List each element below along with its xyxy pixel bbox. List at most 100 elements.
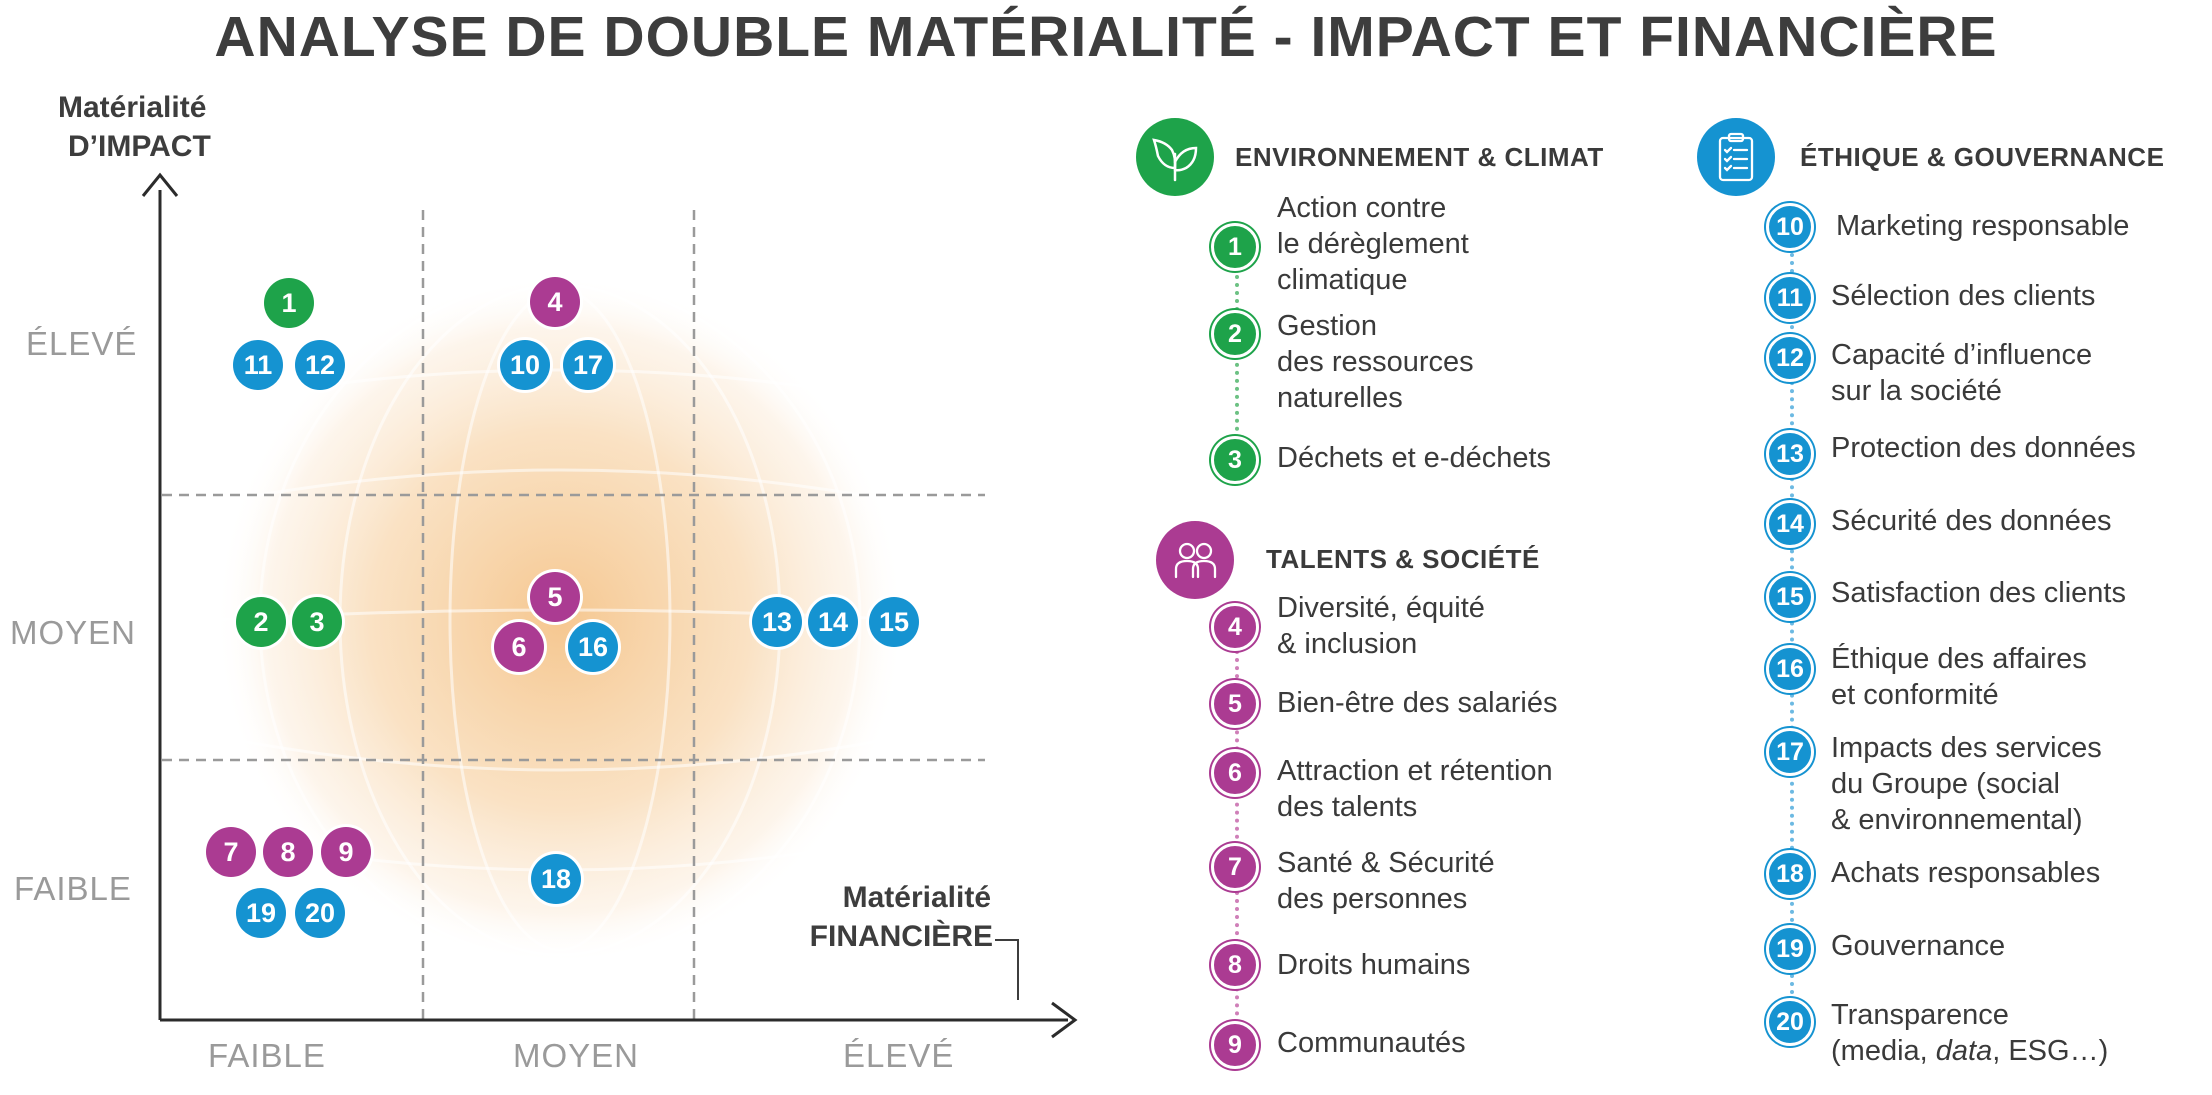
axes [141, 172, 1078, 1039]
legend-num-20-text: 20 [1776, 1008, 1804, 1036]
legend-num-18-text: 18 [1776, 860, 1804, 888]
y-tick-faible: FAIBLE [14, 870, 132, 907]
legend-num-4-text: 4 [1228, 613, 1242, 641]
legend-text-10: Marketing responsable [1836, 210, 2130, 242]
legend-num-2: 2 [1211, 310, 1259, 358]
legend-text-7: Santé & Sécurité des personnes [1277, 847, 1495, 915]
legend-num-14-text: 14 [1776, 510, 1804, 538]
x-tick-eleve: ÉLEVÉ [843, 1037, 955, 1074]
matrix-point-9: 9 [321, 827, 371, 877]
legend-num-8-text: 8 [1228, 951, 1242, 979]
matrix-point-13: 13 [752, 597, 802, 647]
matrix-point-18: 18 [531, 854, 581, 904]
legend-text-3: Déchets et e-déchets [1277, 442, 1552, 474]
legend-num-20: 20 [1766, 998, 1814, 1046]
legend-num-1-text: 1 [1228, 233, 1242, 261]
legend-num-10-text: 10 [1776, 213, 1804, 241]
legend-num-1: 1 [1211, 223, 1259, 271]
legend-num-13: 13 [1766, 430, 1814, 478]
clipboard-checklist-icon [1697, 118, 1775, 196]
legend-num-2-text: 2 [1228, 320, 1242, 348]
matrix-point-2: 2 [236, 597, 286, 647]
legend-text-4: Diversité, équité & inclusion [1277, 592, 1485, 660]
matrix-point-3: 3 [292, 597, 342, 647]
legend-num-12-text: 12 [1776, 344, 1804, 372]
x-axis-title-line2: FINANCIÈRE [809, 920, 993, 953]
legend-num-11: 11 [1766, 274, 1814, 322]
grid-lines [162, 210, 985, 1020]
matrix-point-4: 4 [530, 277, 580, 327]
legend-num-8: 8 [1211, 941, 1259, 989]
category-title-environment: ENVIRONNEMENT & CLIMAT [1235, 142, 1604, 172]
legend-text-6: Attraction et rétention des talents [1277, 755, 1553, 823]
x-axis-title: Matérialité FINANCIÈRE [768, 878, 993, 956]
y-tick-eleve: ÉLEVÉ [26, 325, 138, 362]
legend-text-11: Sélection des clients [1831, 280, 2096, 312]
matrix-point-10: 10 [500, 340, 550, 390]
legend-num-18: 18 [1766, 850, 1814, 898]
legend-text-19: Gouvernance [1831, 930, 2006, 962]
legend-num-3: 3 [1211, 436, 1259, 484]
legend-text-13: Protection des données [1831, 432, 2136, 464]
category-title-talents: TALENTS & SOCIÉTÉ [1266, 544, 1540, 574]
legend-text-12: Capacité d’influence sur la société [1831, 339, 2093, 407]
legend-text-2: Gestion des ressources naturelles [1277, 310, 1474, 414]
matrix-point-19: 19 [236, 888, 286, 938]
legend-num-16: 16 [1766, 645, 1814, 693]
legend-num-5: 5 [1211, 680, 1259, 728]
legend-num-17: 17 [1766, 728, 1814, 776]
leaf-icon [1136, 118, 1214, 196]
legend-num-12: 12 [1766, 334, 1814, 382]
matrix-point-7: 7 [206, 827, 256, 877]
legend-text-5: Bien-être des salariés [1277, 687, 1558, 719]
page-title: ANALYSE DE DOUBLE MATÉRIALITÉ - IMPACT E… [214, 5, 1998, 69]
legend-text-1: Action contre le dérèglement climatique [1277, 192, 1469, 296]
connector-ethics [1790, 245, 1794, 1035]
legend-num-9-text: 9 [1228, 1031, 1242, 1059]
legend-num-10: 10 [1766, 203, 1814, 251]
matrix-point-16: 16 [568, 622, 618, 672]
x-axis-title-line1: Matérialité [842, 881, 991, 914]
legend-num-14: 14 [1766, 500, 1814, 548]
legend-num-4: 4 [1211, 603, 1259, 651]
y-axis-title-line1: Matérialité [58, 91, 207, 124]
legend-num-11-text: 11 [1776, 284, 1804, 312]
legend-text-17: Impacts des services du Groupe (social &… [1831, 732, 2102, 836]
legend-num-5-text: 5 [1228, 690, 1242, 718]
legend-text-14: Sécurité des données [1831, 505, 2112, 537]
matrix-point-17: 17 [563, 340, 613, 390]
matrix-point-6: 6 [494, 622, 544, 672]
legend-num-15: 15 [1766, 573, 1814, 621]
legend-num-6: 6 [1211, 749, 1259, 797]
y-tick-moyen: MOYEN [10, 614, 137, 651]
legend-num-3-text: 3 [1228, 446, 1242, 474]
legend-num-13-text: 13 [1776, 440, 1804, 468]
connector-environment [1235, 267, 1239, 455]
matrix-point-8: 8 [263, 827, 313, 877]
people-icon [1156, 521, 1234, 599]
matrix-point-1: 1 [264, 278, 314, 328]
legend-num-16-text: 16 [1776, 655, 1804, 683]
legend-text-15: Satisfaction des clients [1831, 577, 2126, 609]
legend-num-7: 7 [1211, 843, 1259, 891]
matrix-point-11: 11 [233, 340, 283, 390]
matrix-point-12: 12 [295, 340, 345, 390]
legend-text-16: Éthique des affaires et conformité [1831, 643, 2087, 711]
legend-text-8: Droits humains [1277, 949, 1471, 981]
legend-num-15-text: 15 [1776, 583, 1804, 611]
legend-text-18: Achats responsables [1831, 857, 2101, 889]
matrix-point-14: 14 [808, 597, 858, 647]
legend-num-6-text: 6 [1228, 759, 1242, 787]
legend-num-19: 19 [1766, 925, 1814, 973]
x-tick-moyen: MOYEN [513, 1037, 640, 1074]
legend-num-19-text: 19 [1776, 935, 1804, 963]
category-title-ethics: ÉTHIQUE & GOUVERNANCE [1800, 142, 2165, 172]
x-tick-faible: FAIBLE [208, 1037, 326, 1074]
matrix-point-15: 15 [869, 597, 919, 647]
legend-num-17-text: 17 [1776, 738, 1804, 766]
legend-text-20: Transparence (media, data, ESG…) [1831, 999, 2109, 1067]
y-axis-title-line2: D’IMPACT [68, 130, 211, 163]
legend-num-9: 9 [1211, 1021, 1259, 1069]
matrix-point-20: 20 [295, 888, 345, 938]
matrix-point-5: 5 [530, 572, 580, 622]
